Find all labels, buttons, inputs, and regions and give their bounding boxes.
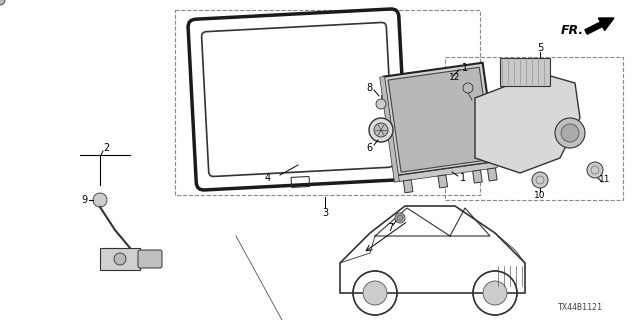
Bar xyxy=(438,175,447,188)
Text: 4: 4 xyxy=(265,173,271,183)
Polygon shape xyxy=(475,73,580,173)
Circle shape xyxy=(93,193,107,207)
Circle shape xyxy=(532,172,548,188)
FancyArrow shape xyxy=(585,18,614,34)
Text: 10: 10 xyxy=(534,190,546,199)
Text: 2: 2 xyxy=(103,143,109,153)
Circle shape xyxy=(376,99,386,109)
Text: 5: 5 xyxy=(537,43,543,53)
Circle shape xyxy=(374,123,388,137)
Bar xyxy=(388,67,492,172)
Circle shape xyxy=(363,281,387,305)
Circle shape xyxy=(555,118,585,148)
Text: 1: 1 xyxy=(460,173,466,183)
FancyBboxPatch shape xyxy=(138,250,162,268)
Circle shape xyxy=(114,253,126,265)
Bar xyxy=(380,76,399,182)
Circle shape xyxy=(397,215,403,221)
Bar xyxy=(500,58,550,86)
Circle shape xyxy=(587,162,603,178)
Text: 6: 6 xyxy=(366,143,372,153)
Text: 1: 1 xyxy=(462,63,468,73)
Text: 12: 12 xyxy=(449,74,461,83)
Text: 3: 3 xyxy=(322,208,328,218)
Bar xyxy=(175,10,480,195)
Circle shape xyxy=(463,83,473,93)
Bar xyxy=(291,176,310,188)
Text: FR.: FR. xyxy=(561,23,584,36)
FancyBboxPatch shape xyxy=(383,63,497,176)
Bar xyxy=(472,170,482,183)
Circle shape xyxy=(561,124,579,142)
Circle shape xyxy=(0,0,5,5)
Text: 7: 7 xyxy=(387,223,393,233)
Bar xyxy=(488,168,497,181)
Bar xyxy=(397,162,497,182)
Bar xyxy=(100,248,140,270)
Bar xyxy=(403,180,413,193)
Text: 8: 8 xyxy=(366,83,372,93)
Text: 9: 9 xyxy=(81,195,87,205)
Circle shape xyxy=(483,281,507,305)
Bar xyxy=(445,57,623,200)
Text: TX44B1121: TX44B1121 xyxy=(557,303,602,313)
Circle shape xyxy=(395,213,405,223)
Text: 11: 11 xyxy=(599,175,611,185)
Circle shape xyxy=(369,118,393,142)
